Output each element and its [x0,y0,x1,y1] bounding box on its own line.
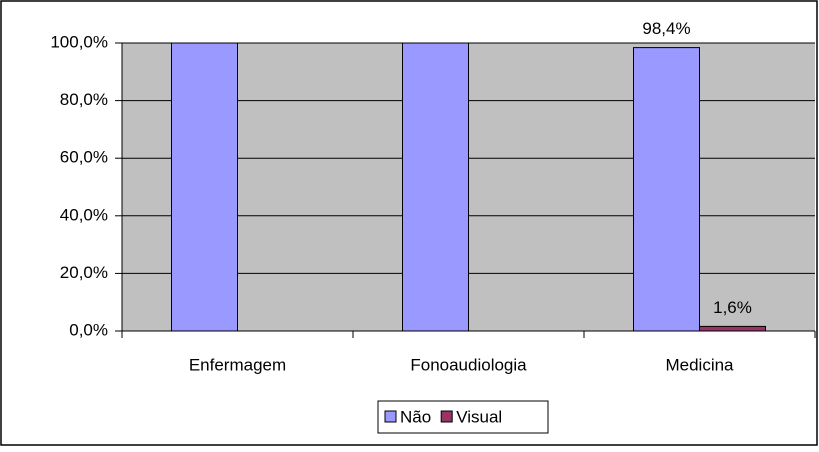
x-tick-label: Fonoaudiologia [410,355,527,374]
bar [171,42,238,332]
y-tick-label: 20,0% [60,263,108,282]
legend-swatch [384,410,397,423]
y-tick-label: 0,0% [69,320,108,339]
x-tick-label: Medicina [665,355,734,374]
legend-box [377,400,549,434]
x-tick-label: Enfermagem [189,355,286,374]
data-label: 98,4% [642,19,690,38]
y-tick-label: 60,0% [60,148,108,167]
legend-swatch [440,410,453,423]
y-tick-label: 100,0% [50,32,108,51]
bar [633,47,700,332]
bar [402,42,469,332]
legend-label: Visual [456,407,502,426]
legend-label: Não [400,407,431,426]
data-label: 1,6% [713,298,752,317]
bar [699,325,766,332]
y-tick-label: 80,0% [60,90,108,109]
y-tick-label: 40,0% [60,205,108,224]
